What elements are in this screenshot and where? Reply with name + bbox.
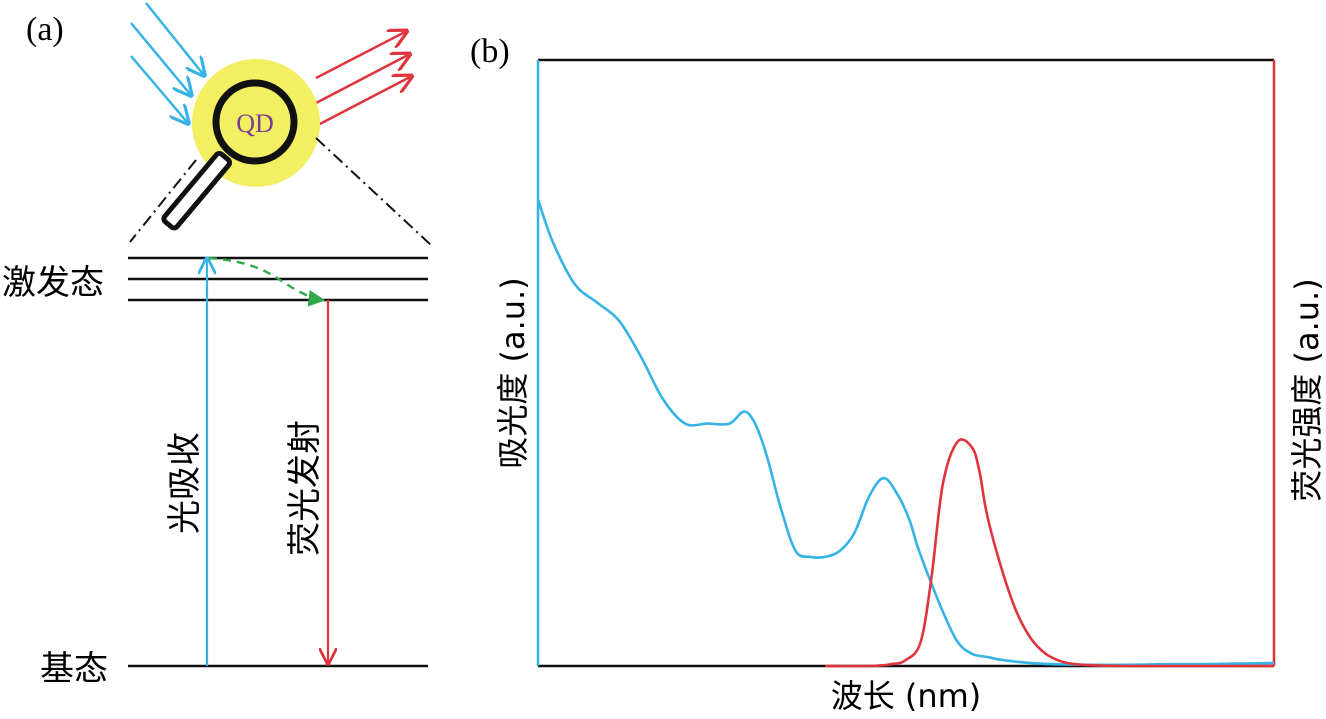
emitted-ray-1 [315,32,405,80]
series-line-absorbance [536,198,1275,667]
emitted-light-rays [315,32,410,128]
relaxation-arrow [208,256,326,307]
incident-ray-2 [130,22,190,94]
emission-label: 荧光发射 [285,420,325,556]
panel-a: (a) QD [2,2,433,689]
emitted-ray-3 [315,77,410,128]
zoom-guide-right [315,137,433,247]
excited-state-label: 激发态 [2,263,104,303]
qd-label: QD [236,109,274,138]
absorption-label: 光吸收 [165,432,205,534]
ground-state-label: 基态 [40,649,108,689]
incident-ray-3 [130,55,187,122]
incident-light-rays [130,2,203,122]
panel-b-label: (b) [470,33,510,70]
zoom-guide-left [129,159,197,243]
incident-ray-1 [145,2,203,74]
x-axis-label: 波长 (nm) [831,677,982,715]
panel-b: (b) 波长 (nm) 吸光度 (a.u.) 荧光强度 (a.u.) [470,33,1326,715]
y-axis-label-right: 荧光强度 (a.u.) [1288,278,1326,501]
panel-a-label: (a) [26,11,64,48]
magnifier-handle-icon [161,150,232,231]
emitted-ray-2 [315,55,408,105]
series-line-fluorescence [824,438,1274,668]
y-axis-label-left: 吸光度 (a.u.) [494,277,532,468]
quantum-dot-magnifier: QD [161,59,320,231]
magnifier-lens-icon [212,79,298,165]
zoom-guides [129,137,433,247]
spectra-plot [536,58,1276,668]
